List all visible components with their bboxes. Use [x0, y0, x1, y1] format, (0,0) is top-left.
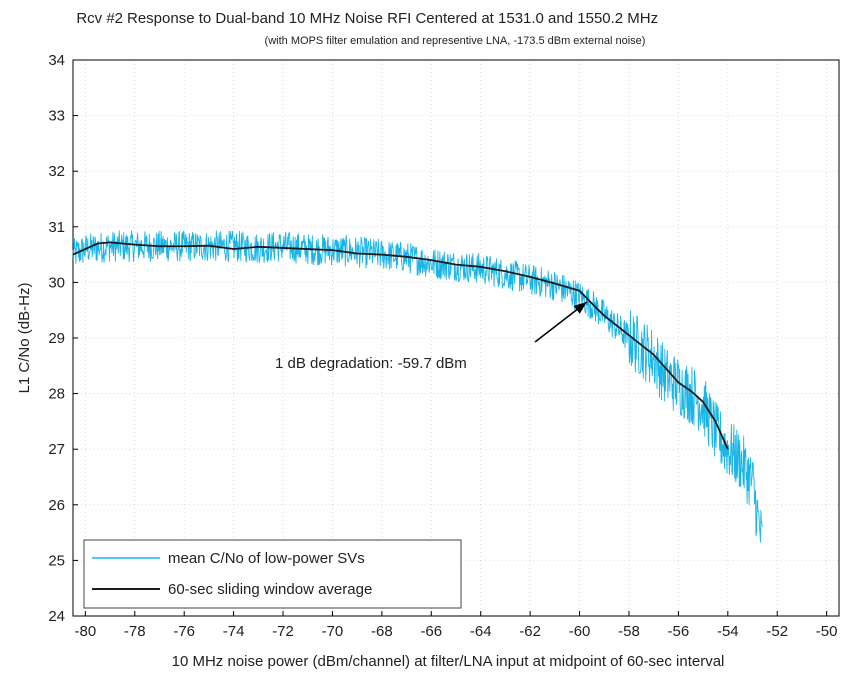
- y-tick-label: 34: [48, 52, 65, 69]
- x-tick-label: -72: [272, 623, 294, 640]
- y-tick-label: 30: [48, 274, 65, 291]
- y-tick-label: 29: [48, 330, 65, 347]
- y-tick-label: 28: [48, 386, 65, 403]
- y-tick-label: 24: [48, 608, 65, 625]
- series-line-1: [72, 241, 729, 450]
- annotation: 1 dB degradation: -59.7 dBm: [275, 301, 588, 372]
- x-tick-label: -78: [124, 623, 146, 640]
- x-tick-label: -66: [420, 623, 442, 640]
- x-tick-label: -56: [668, 623, 690, 640]
- y-tick-label: 25: [48, 552, 65, 569]
- x-tick-label: -60: [569, 623, 591, 640]
- y-tick-label: 31: [48, 219, 65, 236]
- x-ticks: -80 -78 -76 -74 -72 -70 -68 -66 -64 -62 -60 -58 -56 -…: [75, 611, 838, 640]
- y-tick-label: 27: [48, 441, 65, 458]
- x-tick-label: -68: [371, 623, 393, 640]
- x-tick-label: -80: [75, 623, 97, 640]
- chart-label-prefix: Rcv #2: [76, 10, 123, 27]
- series-line-0: [72, 230, 763, 543]
- series-group: [72, 230, 763, 543]
- x-tick-label: -58: [618, 623, 640, 640]
- x-tick-label: -54: [717, 623, 739, 640]
- plot-area: [72, 59, 840, 617]
- legend-label-average: 60-sec sliding window average: [168, 581, 372, 598]
- x-tick-label: -64: [470, 623, 492, 640]
- y-tick-label: 32: [48, 163, 65, 180]
- legend-label-mean: mean C/No of low-power SVs: [168, 550, 365, 567]
- legend: mean C/No of low-power SVs 60-sec slidin…: [83, 539, 462, 609]
- x-tick-label: -70: [322, 623, 344, 640]
- y-tick-label: 33: [48, 108, 65, 125]
- y-tick-label: 26: [48, 497, 65, 514]
- x-tick-label: -74: [223, 623, 245, 640]
- x-tick-label: -76: [173, 623, 195, 640]
- grid: [73, 59, 839, 617]
- y-ticks: 24 25 26 27 28 29 30 31 32 33 34: [48, 52, 78, 625]
- x-axis-label: 10 MHz noise power (dBm/channel) at filt…: [172, 653, 725, 670]
- annotation-text: 1 dB degradation: -59.7 dBm: [275, 355, 467, 372]
- legend-box: [83, 539, 462, 609]
- annotation-arrowhead: [573, 301, 587, 314]
- x-tick-label: -62: [519, 623, 541, 640]
- x-tick-label: -52: [766, 623, 788, 640]
- chart-subtitle: (with MOPS filter emulation and represen…: [265, 35, 646, 47]
- y-axis-label: L1 C/No (dB-Hz): [16, 283, 33, 394]
- x-tick-label: -50: [816, 623, 838, 640]
- chart-title: Response to Dual-band 10 MHz Noise RFI C…: [127, 10, 658, 27]
